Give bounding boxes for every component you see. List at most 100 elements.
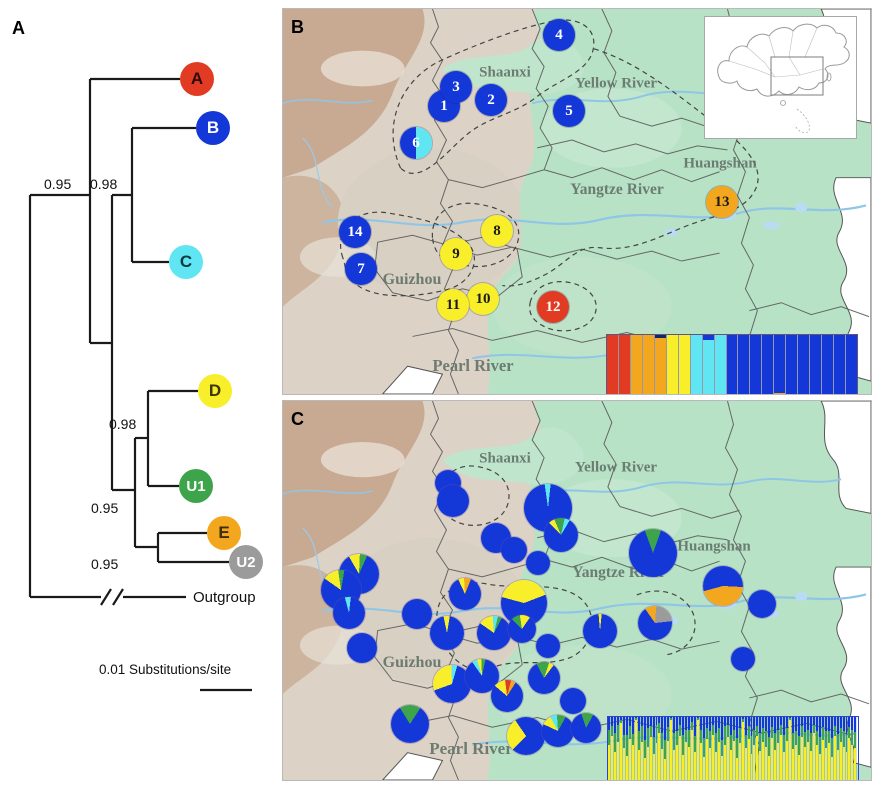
admixture-bar	[634, 717, 638, 780]
admixture-bar	[664, 717, 668, 780]
region-label-yellow-river: Yellow River	[574, 75, 658, 92]
population-pie	[391, 705, 429, 743]
population-pie	[583, 614, 617, 648]
admixture-bar	[789, 717, 793, 780]
admixture-bar	[803, 717, 807, 780]
population-pie	[507, 717, 545, 755]
structure-bar	[810, 335, 823, 394]
admixture-bar	[726, 717, 730, 780]
population-pie	[536, 634, 560, 658]
region-label-guizhou: Guizhou	[382, 271, 442, 288]
population-pie	[347, 633, 377, 663]
site-marker-2: 2	[475, 84, 507, 116]
site-marker-12: 12	[537, 291, 569, 323]
region-label-huangshan: Huangshan	[683, 155, 757, 172]
study-area-rectangle	[770, 56, 824, 96]
admixture-bar	[616, 717, 620, 780]
admixture-bar	[765, 717, 769, 780]
panel-c-label: C	[291, 409, 304, 429]
site-marker-11: 11	[437, 289, 469, 321]
admixture-bar	[795, 717, 798, 780]
admixture-bar	[643, 717, 647, 780]
admixture-bar	[830, 717, 834, 780]
structure-bar	[846, 335, 858, 394]
tree-tip-d: D	[198, 374, 232, 408]
admixture-bar	[812, 717, 816, 780]
region-label-pearl-river: Pearl River	[429, 739, 513, 758]
site-marker-7: 7	[345, 253, 377, 285]
admixture-bar	[780, 717, 784, 780]
population-pie	[629, 529, 677, 577]
structure-bar	[834, 335, 847, 394]
population-pie	[508, 615, 536, 643]
admixture-bar	[809, 717, 813, 780]
region-label-yellow-river: Yellow River	[574, 459, 658, 476]
admixture-bar	[646, 717, 650, 780]
admixture-bar	[661, 717, 665, 780]
admixture-bar	[839, 717, 843, 780]
panel-b-label: B	[291, 17, 304, 37]
admixture-bar	[682, 717, 686, 780]
admixture-bar	[679, 717, 683, 780]
admixture-bar	[649, 717, 653, 780]
region-label-yangtze-river: Yangtze River	[570, 181, 664, 198]
structure-bar	[774, 335, 787, 394]
admixture-bar	[750, 717, 754, 780]
china-inset-map	[704, 16, 857, 139]
panel-map-populations: B Shaanxi Yellow River Huangshan Yangtze Ri…	[282, 8, 872, 395]
admixture-bar	[845, 717, 849, 780]
admixture-bar	[836, 717, 840, 780]
tree-tip-u2: U2	[229, 545, 263, 579]
population-pie	[333, 597, 365, 629]
population-pie	[526, 551, 550, 575]
admixture-bar	[622, 717, 626, 780]
admixture-bar	[824, 717, 828, 780]
structure-bar	[738, 335, 751, 394]
admixture-bar	[628, 717, 632, 780]
admixture-bar	[777, 717, 781, 780]
population-pie	[433, 665, 471, 703]
population-pie	[638, 606, 672, 640]
structure-bar	[798, 335, 811, 394]
population-pie	[477, 616, 511, 650]
region-label-shaanxi: Shaanxi	[479, 64, 531, 81]
structure-bar	[762, 335, 775, 394]
admixture-bar	[640, 717, 644, 780]
admixture-bar	[631, 717, 635, 780]
population-pie	[491, 680, 523, 712]
admixture-bar	[771, 717, 775, 780]
admixture-bar	[714, 717, 718, 780]
population-pie	[703, 566, 743, 606]
admixture-bar	[703, 717, 706, 780]
tree-tip-b: B	[196, 111, 230, 145]
panel-map-admixture-pies: C Shaanxi Yellow River Huangshan Yangtze Ri…	[282, 400, 872, 781]
structure-bar	[678, 335, 691, 394]
admixture-bar	[738, 717, 742, 780]
region-label-shaanxi: Shaanxi	[479, 450, 531, 467]
population-pie	[430, 616, 464, 650]
admixture-bar	[741, 717, 745, 780]
tree-tip-e: E	[207, 516, 241, 550]
admixture-bar	[610, 717, 614, 780]
admixture-bar	[815, 717, 819, 780]
population-pie	[544, 518, 578, 552]
support-value: 0.95	[44, 176, 72, 192]
structure-bar	[618, 335, 631, 394]
outgroup-label: Outgroup	[193, 589, 256, 606]
population-pie	[542, 715, 574, 747]
panel-phylogenetic-tree: A	[0, 0, 282, 788]
admixture-bar	[697, 717, 701, 780]
structure-plot-b	[606, 334, 858, 394]
support-value: 0.98	[109, 416, 137, 432]
site-marker-14: 14	[339, 216, 371, 248]
admixture-bar	[676, 717, 680, 780]
tree-tip-u1: U1	[179, 469, 213, 503]
species-range-outlines	[340, 19, 759, 332]
admixture-bar	[851, 717, 855, 780]
admixture-bar	[652, 717, 656, 780]
region-label-pearl-river: Pearl River	[432, 356, 514, 375]
admixture-bar	[729, 717, 733, 780]
population-pie	[748, 590, 776, 618]
region-label-guizhou: Guizhou	[382, 654, 442, 671]
